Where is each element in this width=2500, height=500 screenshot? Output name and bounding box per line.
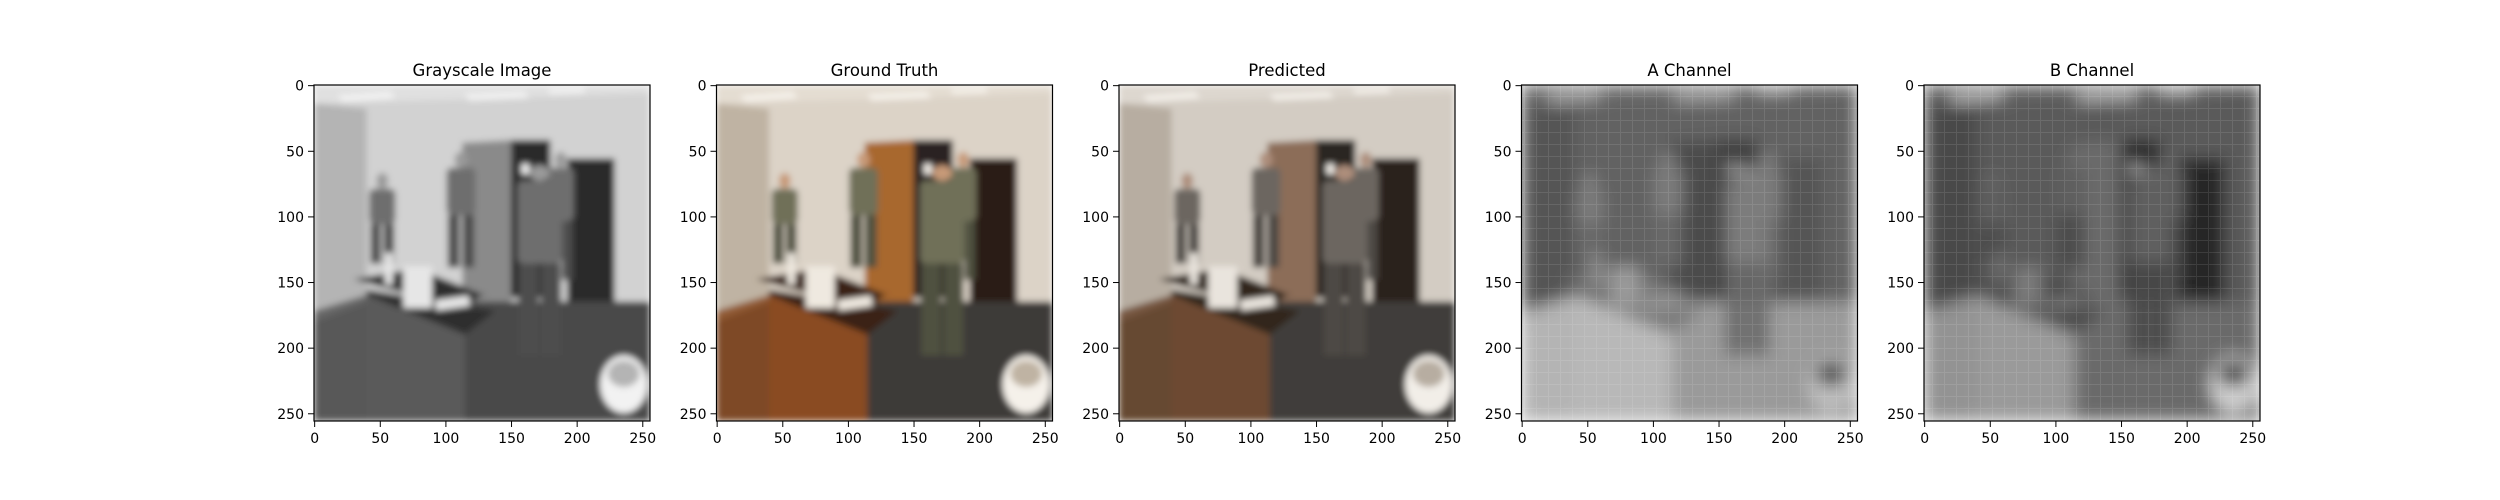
axes-frame	[313, 84, 651, 422]
x-tick-label: 100	[433, 431, 460, 447]
panel-image	[1119, 85, 1455, 421]
x-tick-label: 100	[1238, 431, 1265, 447]
y-tick-label: 0	[295, 79, 304, 95]
y-tick-label: 100	[1887, 210, 1914, 226]
y-tick-label: 150	[1887, 276, 1914, 292]
y-tick-label: 250	[1082, 407, 1109, 423]
x-tick-label: 200	[966, 431, 993, 447]
y-tick-label: 200	[680, 341, 707, 357]
panel-title: Predicted	[1248, 61, 1325, 80]
x-tick-label: 100	[1640, 431, 1667, 447]
x-tick-label: 200	[1771, 431, 1798, 447]
panel-title: B Channel	[2050, 61, 2134, 80]
y-tick-label: 200	[1082, 341, 1109, 357]
y-tick-label: 100	[680, 210, 707, 226]
x-tick-label: 250	[1032, 431, 1059, 447]
y-tick-label: 100	[1082, 210, 1109, 226]
panel-b-channel: B Channel 0 50 100 150 200 250 0 50 100 150 200 250	[1887, 61, 2266, 447]
panel-grayscale-image: Grayscale Image 0 50 100 150 200 250 0 50 100 150 2…	[277, 61, 656, 447]
x-tick-label: 250	[1434, 431, 1461, 447]
x-tick-label: 250	[629, 431, 656, 447]
x-tick-label: 150	[901, 431, 928, 447]
y-tick-label: 150	[277, 276, 304, 292]
y-tick-label: 150	[680, 276, 707, 292]
axes-frame	[1923, 84, 2261, 422]
y-tick-label: 0	[1503, 79, 1512, 95]
panel-title: A Channel	[1647, 61, 1731, 80]
x-tick-label: 50	[1579, 431, 1597, 447]
x-tick-label: 150	[1303, 431, 1330, 447]
y-tick-label: 200	[1485, 341, 1512, 357]
x-tick-label: 100	[2043, 431, 2070, 447]
x-tick-label: 150	[1706, 431, 1733, 447]
x-tick-label: 200	[564, 431, 591, 447]
x-tick-label: 200	[2174, 431, 2201, 447]
x-tick-label: 200	[1369, 431, 1396, 447]
panel-predicted: Predicted 0 50 100 150 200 250 0 50 100 150 200 250	[1082, 61, 1461, 447]
y-tick-label: 200	[277, 341, 304, 357]
y-tick-label: 250	[1485, 407, 1512, 423]
axes-frame	[715, 84, 1054, 422]
y-tick-label: 150	[1485, 276, 1512, 292]
axes-frame	[1118, 84, 1456, 422]
x-tick-label: 0	[1920, 431, 1929, 447]
y-tick-label: 50	[1091, 144, 1109, 160]
x-tick-label: 100	[835, 431, 862, 447]
panel-title: Ground Truth	[831, 61, 939, 80]
x-tick-label: 0	[713, 431, 722, 447]
panel-image	[716, 85, 1053, 421]
y-tick-label: 250	[277, 407, 304, 423]
x-tick-label: 150	[498, 431, 525, 447]
panel-ground-truth: Ground Truth 0 50 100 150 200 250 0 50 100 150 200 2…	[680, 61, 1059, 447]
y-tick-label: 50	[689, 144, 707, 160]
x-tick-label: 50	[371, 431, 389, 447]
axes-frame	[1520, 84, 1859, 422]
y-tick-label: 50	[286, 144, 304, 160]
y-tick-label: 0	[1100, 79, 1109, 95]
y-tick-label: 100	[277, 210, 304, 226]
x-tick-label: 250	[2239, 431, 2266, 447]
panel-image	[1924, 85, 2260, 421]
y-tick-label: 200	[1887, 341, 1914, 357]
panel-image	[1521, 85, 1858, 421]
y-tick-label: 0	[698, 79, 707, 95]
panel-a-channel: A Channel 0 50 100 150 200 250 0 50 100 150 200 250	[1485, 61, 1864, 447]
x-tick-label: 250	[1837, 431, 1864, 447]
panel-image	[314, 85, 650, 421]
x-tick-label: 50	[1176, 431, 1194, 447]
y-tick-label: 0	[1905, 79, 1914, 95]
y-tick-label: 100	[1485, 210, 1512, 226]
y-tick-label: 250	[680, 407, 707, 423]
x-tick-label: 50	[774, 431, 792, 447]
x-tick-label: 50	[1981, 431, 1999, 447]
y-tick-label: 50	[1494, 144, 1512, 160]
x-tick-label: 0	[1115, 431, 1124, 447]
x-tick-label: 0	[310, 431, 319, 447]
panel-title: Grayscale Image	[413, 61, 552, 80]
y-tick-label: 250	[1887, 407, 1914, 423]
y-tick-label: 50	[1896, 144, 1914, 160]
x-tick-label: 150	[2108, 431, 2135, 447]
y-tick-label: 150	[1082, 276, 1109, 292]
x-tick-label: 0	[1518, 431, 1527, 447]
